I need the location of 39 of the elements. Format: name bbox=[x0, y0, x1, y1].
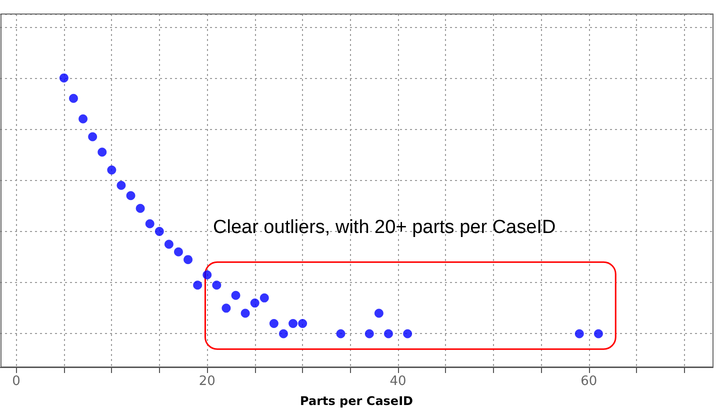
point bbox=[184, 255, 193, 264]
point bbox=[193, 280, 202, 290]
point bbox=[154, 226, 164, 236]
point bbox=[298, 319, 308, 328]
point bbox=[98, 148, 107, 157]
x-tick-label: 20 bbox=[198, 374, 216, 389]
point bbox=[336, 329, 346, 338]
point bbox=[212, 280, 222, 290]
x-axis-title: Parts per CaseID bbox=[300, 394, 414, 408]
point bbox=[260, 293, 269, 302]
point bbox=[269, 319, 278, 328]
point bbox=[88, 132, 98, 142]
point bbox=[222, 304, 231, 313]
point bbox=[364, 329, 374, 338]
point bbox=[136, 204, 145, 213]
point bbox=[240, 308, 250, 318]
point bbox=[278, 329, 288, 338]
point bbox=[250, 298, 260, 308]
point bbox=[107, 166, 116, 175]
point bbox=[69, 94, 78, 103]
point bbox=[174, 247, 183, 256]
point bbox=[164, 240, 174, 249]
point bbox=[574, 329, 584, 338]
point bbox=[59, 73, 68, 82]
point bbox=[403, 329, 412, 338]
annotation: Clear outliers, with 20+ parts per CaseID bbox=[213, 217, 556, 238]
point bbox=[384, 329, 393, 338]
x-tick-label: 0 bbox=[12, 374, 20, 389]
point bbox=[126, 191, 136, 200]
point bbox=[288, 319, 298, 328]
x-tick-label: 60 bbox=[580, 374, 598, 389]
point bbox=[78, 114, 88, 124]
point bbox=[202, 270, 212, 280]
point bbox=[231, 290, 240, 300]
point bbox=[374, 308, 384, 318]
x-tick-label: 40 bbox=[390, 374, 406, 389]
point bbox=[145, 219, 154, 228]
point bbox=[116, 180, 126, 190]
point bbox=[594, 329, 603, 338]
